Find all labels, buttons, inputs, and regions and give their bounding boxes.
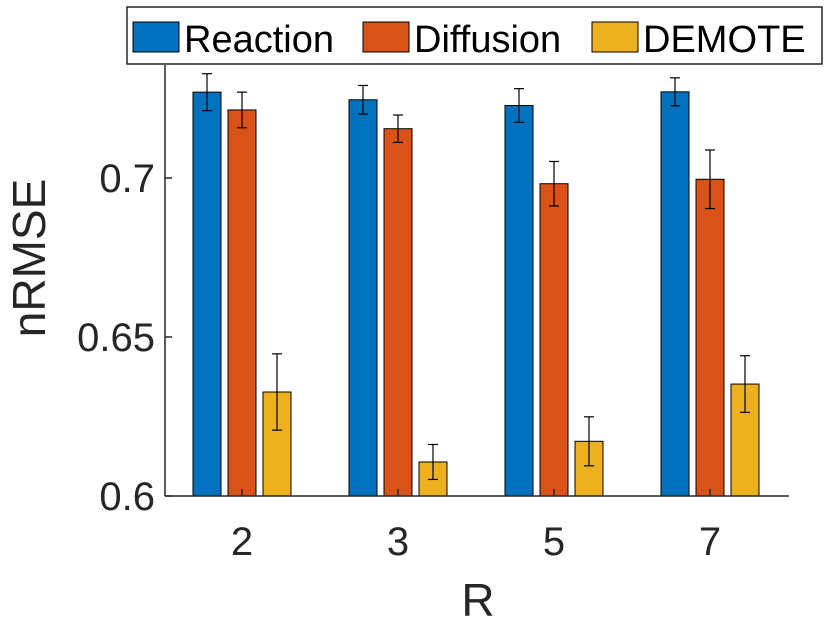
errorbar-demote-r5: [584, 416, 594, 467]
errorbar-diffusion-r2: [237, 91, 247, 129]
x-axis-title: R: [461, 574, 494, 622]
x-tick-label: 3: [387, 520, 409, 564]
legend-label-demote: DEMOTE: [643, 19, 806, 61]
legend-box: [126, 6, 823, 65]
errorbar-demote-r2: [272, 353, 282, 431]
errorbar-diffusion-r3: [393, 114, 403, 143]
bar-reaction-r5: [504, 104, 534, 497]
errorbar-reaction-r3: [358, 84, 368, 115]
legend-swatch-demote: [591, 21, 639, 53]
errorbar-demote-r7: [740, 355, 750, 413]
legend-label-reaction: Reaction: [184, 19, 334, 61]
bar-diffusion-r2: [227, 109, 257, 497]
legend: Reaction Diffusion DEMOTE: [126, 6, 823, 65]
errorbar-reaction-r7: [670, 77, 680, 107]
y-tick-label: 0.6: [99, 475, 155, 519]
bar-reaction-r3: [348, 99, 378, 497]
y-tick-label: 0.65: [77, 316, 155, 360]
errorbar-reaction-r2: [202, 73, 212, 112]
bars-layer: [192, 73, 760, 497]
legend-label-diffusion: Diffusion: [414, 19, 561, 61]
errorbar-reaction-r5: [514, 88, 524, 123]
legend-swatch-reaction: [132, 21, 180, 53]
errorbar-diffusion-r5: [549, 160, 559, 207]
y-axis-title: nRMSE: [3, 179, 55, 337]
errorbar-diffusion-r7: [705, 149, 715, 210]
y-tick-label: 0.7: [99, 157, 155, 201]
bar-diffusion-r7: [695, 178, 725, 497]
x-tick-label: 2: [231, 520, 253, 564]
x-tick-label: 5: [543, 520, 565, 564]
bar-diffusion-r3: [383, 128, 413, 497]
bar-reaction-r7: [660, 91, 690, 497]
x-tick-label: 7: [699, 520, 721, 564]
errorbar-demote-r3: [428, 443, 438, 481]
bar-diffusion-r5: [539, 183, 569, 497]
legend-swatch-diffusion: [362, 21, 410, 53]
bar-reaction-r2: [192, 91, 222, 497]
axes-layer: 0.6 0.65 0.7 2 3 5 7: [77, 65, 789, 564]
